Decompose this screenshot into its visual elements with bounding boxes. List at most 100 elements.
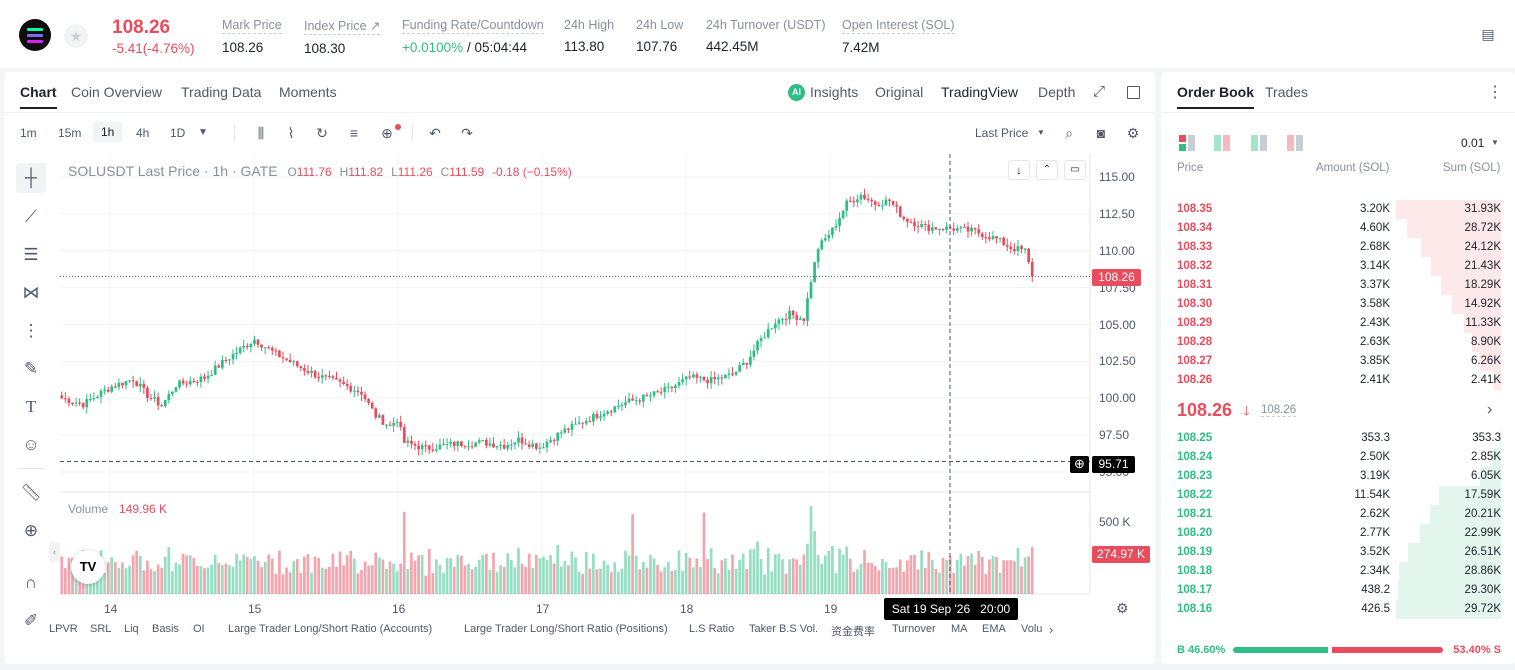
ruler-tool-icon[interactable]: 📏︎	[20, 483, 42, 502]
tab-order-book[interactable]: Order Book	[1177, 84, 1255, 109]
ask-row[interactable]: 108.34 4.60K 28.72K	[1161, 219, 1515, 238]
templates-icon[interactable]: ≡	[349, 125, 359, 141]
bid-row[interactable]: 108.24 2.50K 2.85K	[1161, 448, 1515, 467]
book-icon[interactable]: ▤	[1481, 26, 1495, 42]
bid-row[interactable]: 108.19 3.52K 26.51K	[1161, 543, 1515, 562]
indicator-tab[interactable]: OI	[193, 623, 205, 635]
indicator-tab[interactable]: Volu	[1021, 623, 1043, 635]
ask-row[interactable]: 108.29 2.43K 11.33K	[1161, 314, 1515, 333]
ask-row[interactable]: 108.32 3.14K 21.43K	[1161, 257, 1515, 276]
last-price-dropdown-icon[interactable]: ▼	[1037, 128, 1045, 137]
ask-row[interactable]: 108.26 2.41K 2.41K	[1161, 371, 1515, 390]
timeframe-4h[interactable]: 4h	[136, 126, 150, 140]
precision-dropdown-icon[interactable]: ▼	[1491, 138, 1499, 147]
chevron-right-icon[interactable]: ›	[1487, 401, 1493, 418]
tab-insights[interactable]: Insights	[810, 84, 859, 100]
tab-original[interactable]: Original	[875, 84, 924, 100]
ask-row[interactable]: 108.33 2.68K 24.12K	[1161, 238, 1515, 257]
timeframe-1m[interactable]: 1m	[20, 126, 37, 140]
tab-chart[interactable]: Chart	[20, 84, 57, 109]
view-bids-icon[interactable]	[1251, 135, 1267, 151]
bid-row[interactable]: 108.20 2.77K 22.99K	[1161, 524, 1515, 543]
view-split-icon[interactable]	[1214, 135, 1230, 151]
indicator-scroll-right-icon[interactable]: ›	[1049, 622, 1054, 637]
search-icon[interactable]: ⌕	[1065, 125, 1073, 141]
tab-moments[interactable]: Moments	[279, 84, 337, 100]
stat-label[interactable]: Open Interest (SOL)	[842, 18, 955, 34]
precision-select[interactable]: 0.01	[1461, 136, 1485, 150]
chart-settings-icon[interactable]: ⚙	[1116, 600, 1129, 616]
crosshair-tool-icon[interactable]: ┼	[16, 163, 46, 193]
brush-tool-icon[interactable]: ✎	[23, 359, 39, 378]
view-asks-icon[interactable]	[1287, 135, 1303, 151]
indicator-tab[interactable]: Turnover	[892, 623, 936, 635]
bid-row[interactable]: 108.25 353.3 353.3	[1161, 429, 1515, 448]
camera-icon[interactable]: ◙	[1096, 125, 1106, 141]
trend-line-tool-icon[interactable]: ⟋	[25, 207, 37, 226]
indicator-tab[interactable]: 资金费率	[831, 626, 875, 638]
stat-label[interactable]: Index Price ↗	[304, 19, 381, 35]
collapse-icon[interactable]: ⌃	[1036, 160, 1058, 180]
tab-coin-overview[interactable]: Coin Overview	[71, 84, 163, 100]
scroll-to-latest-icon[interactable]: ↓	[1008, 160, 1030, 180]
indicator-tab[interactable]: SRL	[90, 623, 112, 635]
bid-row[interactable]: 108.21 2.62K 20.21K	[1161, 505, 1515, 524]
last-price-select[interactable]: Last Price	[975, 126, 1029, 140]
indicator-tab[interactable]: Basis	[152, 623, 179, 635]
text-tool-icon[interactable]: T	[25, 397, 37, 416]
indicator-tab[interactable]: Large Trader Long/Short Ratio (Accounts)	[228, 623, 433, 635]
tab-trading-data[interactable]: Trading Data	[181, 84, 262, 100]
ask-row[interactable]: 108.28 2.63K 8.90K	[1161, 333, 1515, 352]
undo-icon[interactable]: ↶	[429, 125, 441, 141]
stat-label[interactable]: Mark Price	[222, 18, 282, 34]
bid-row[interactable]: 108.22 11.54K 17.59K	[1161, 486, 1515, 505]
favorite-star-icon[interactable]: ★	[64, 24, 88, 48]
maximize-icon[interactable]: ▭	[1064, 160, 1086, 180]
lock-drawing-tool-icon[interactable]: ✐	[23, 611, 39, 630]
indicator-tab[interactable]: MA	[951, 623, 968, 635]
indicator-tab[interactable]: Taker B.S Vol.	[749, 623, 819, 635]
timeframe-1d[interactable]: 1D	[170, 126, 186, 140]
parallel-channel-tool-icon[interactable]: ☰	[23, 245, 39, 264]
bid-row[interactable]: 108.17 438.2 29.30K	[1161, 581, 1515, 600]
redo-icon[interactable]: ↷	[461, 125, 473, 141]
bid-row[interactable]: 108.23 3.19K 6.05K	[1161, 467, 1515, 486]
indicator-tab[interactable]: L.S Ratio	[689, 623, 735, 635]
ai-insights-icon[interactable]: AI	[788, 84, 805, 101]
add-order-at-price-icon[interactable]: ⊕	[1070, 456, 1089, 473]
tradingview-logo[interactable]: TV	[71, 550, 105, 584]
ask-row[interactable]: 108.27 3.85K 6.26K	[1161, 352, 1515, 371]
price-chart[interactable]	[4, 72, 1155, 664]
more-options-icon[interactable]: ⋮	[1487, 84, 1503, 101]
ask-row[interactable]: 108.31 3.37K 18.29K	[1161, 276, 1515, 295]
stat-label[interactable]: Funding Rate/Countdown	[402, 18, 544, 34]
mark-price-ref[interactable]: 108.26	[1261, 404, 1297, 417]
window-icon[interactable]	[1127, 86, 1140, 99]
timeframe-15m[interactable]: 15m	[58, 126, 82, 140]
zoom-in-tool-icon[interactable]: ⊕	[23, 521, 39, 540]
ask-row[interactable]: 108.30 3.58K 14.92K	[1161, 295, 1515, 314]
pattern-tool-icon[interactable]: ⋈	[22, 283, 40, 302]
indicator-tab[interactable]: LPVR	[49, 623, 78, 635]
compare-icon[interactable]: ↻	[316, 125, 328, 141]
settings-gear-icon[interactable]: ⚙	[1126, 125, 1140, 141]
indicator-tab[interactable]: EMA	[982, 623, 1006, 635]
tab-trades[interactable]: Trades	[1265, 84, 1309, 100]
indicator-tab[interactable]: Liq	[124, 623, 139, 635]
ask-row[interactable]: 108.35 3.20K 31.93K	[1161, 200, 1515, 219]
timeframe-dropdown-icon[interactable]: ▼	[198, 127, 208, 138]
tab-tradingview[interactable]: TradingView	[941, 84, 1019, 100]
bid-row[interactable]: 108.18 2.34K 28.86K	[1161, 562, 1515, 581]
indicator-tab[interactable]: Large Trader Long/Short Ratio (Positions…	[464, 623, 668, 635]
timeframe-1h[interactable]: 1h	[93, 122, 123, 142]
bid-row[interactable]: 108.16 426.5 29.72K	[1161, 600, 1515, 619]
emoji-tool-icon[interactable]: ☺	[22, 435, 40, 454]
fullscreen-icon[interactable]: ⤢	[1093, 83, 1106, 100]
fib-tool-icon[interactable]: ⋮	[22, 321, 40, 340]
add-alert-icon[interactable]: ⊕	[381, 125, 393, 141]
collapse-tools-icon[interactable]: ‹	[49, 542, 60, 562]
candle-type-icon[interactable]: ⫼	[257, 125, 265, 141]
view-both-icon[interactable]	[1179, 135, 1195, 151]
tab-depth[interactable]: Depth	[1038, 84, 1076, 100]
indicators-icon[interactable]: ⌇	[287, 125, 295, 141]
